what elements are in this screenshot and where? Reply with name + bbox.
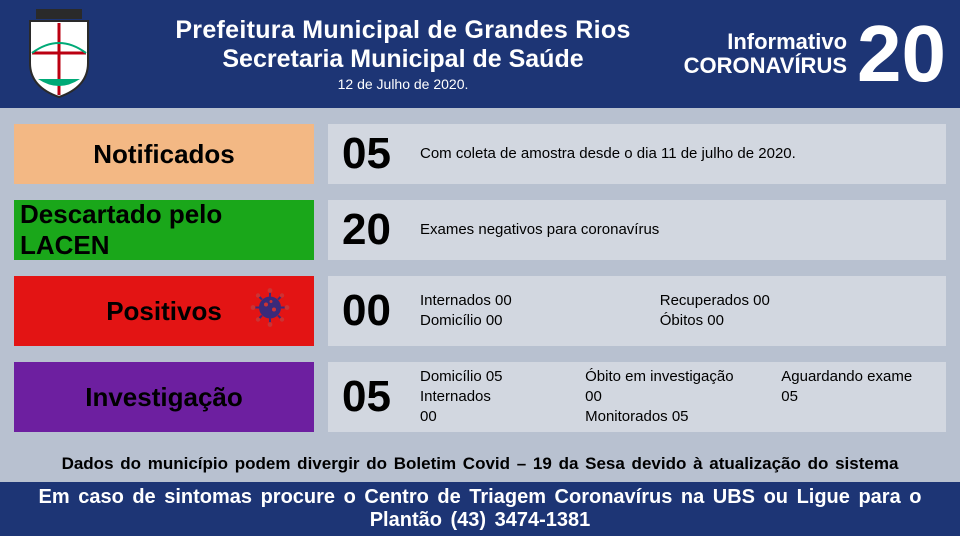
value-number: 05 xyxy=(342,129,406,179)
row-descartado: Descartado pelo LACEN 20 Exames negativo… xyxy=(14,200,946,260)
positivos-obitos: Óbitos 00 xyxy=(660,311,770,331)
value-box-positivos: 00 Internados 00 Domicílio 00 Recuperado… xyxy=(328,276,946,346)
value-box-descartado: 20 Exames negativos para coronavírus xyxy=(328,200,946,260)
positivos-domicilio: Domicílio 00 xyxy=(420,311,512,331)
inv-monitorados: Monitorados 05 xyxy=(585,407,753,427)
inv-aguardando: Aguardando exame 05 xyxy=(781,367,932,408)
value-box-investigacao: 05 Domicílio 05 Internados 00 Óbito em i… xyxy=(328,362,946,432)
row-investigacao: Investigação 05 Domicílio 05 Internados … xyxy=(14,362,946,432)
footer: Em caso de sintomas procure o Centro de … xyxy=(0,482,960,536)
positivos-recuperados: Recuperados 00 xyxy=(660,291,770,311)
value-description: Domicílio 05 Internados 00 Óbito em inve… xyxy=(420,367,932,428)
value-number: 00 xyxy=(342,286,406,336)
bulletin-number: 20 xyxy=(857,18,946,90)
municipal-crest-icon xyxy=(14,6,104,102)
category-label: Notificados xyxy=(93,139,235,170)
value-description: Com coleta de amostra desde o dia 11 de … xyxy=(420,144,932,164)
inv-obito: Óbito em investigação 00 xyxy=(585,367,753,408)
value-box-notificados: 05 Com coleta de amostra desde o dia 11 … xyxy=(328,124,946,184)
footer-text: Em caso de sintomas procure o Centro de … xyxy=(18,486,942,532)
body-area: Notificados 05 Com coleta de amostra des… xyxy=(0,108,960,482)
info-label: Informativo CORONAVÍRUS xyxy=(684,30,847,78)
category-label: Investigação xyxy=(85,382,243,413)
row-notificados: Notificados 05 Com coleta de amostra des… xyxy=(14,124,946,184)
category-positivos: Positivos xyxy=(14,276,314,346)
value-description: Internados 00 Domicílio 00 Recuperados 0… xyxy=(420,291,932,332)
row-positivos: Positivos xyxy=(14,276,946,346)
category-label: Descartado pelo LACEN xyxy=(20,199,308,261)
info-word-1: Informativo xyxy=(684,30,847,54)
bulletin-date: 12 de Julho de 2020. xyxy=(110,76,696,92)
header-title-block: Prefeitura Municipal de Grandes Rios Sec… xyxy=(104,16,696,92)
positivos-internados: Internados 00 xyxy=(420,291,512,311)
header: Prefeitura Municipal de Grandes Rios Sec… xyxy=(0,0,960,108)
value-number: 20 xyxy=(342,205,406,255)
disclaimer-text: Dados do município podem divergir do Bol… xyxy=(14,448,946,476)
info-word-2: CORONAVÍRUS xyxy=(684,54,847,78)
title-line-2: Secretaria Municipal de Saúde xyxy=(110,45,696,74)
title-line-1: Prefeitura Municipal de Grandes Rios xyxy=(110,16,696,45)
header-right-block: Informativo CORONAVÍRUS 20 xyxy=(696,18,946,90)
value-description: Exames negativos para coronavírus xyxy=(420,220,932,240)
category-investigacao: Investigação xyxy=(14,362,314,432)
value-number: 05 xyxy=(342,372,406,422)
category-descartado: Descartado pelo LACEN xyxy=(14,200,314,260)
virus-icon xyxy=(250,288,290,335)
category-label: Positivos xyxy=(106,296,222,327)
category-notificados: Notificados xyxy=(14,124,314,184)
bulletin-page: Prefeitura Municipal de Grandes Rios Sec… xyxy=(0,0,960,536)
inv-internados: Internados 00 xyxy=(420,387,511,428)
inv-domicilio: Domicílio 05 xyxy=(420,367,511,387)
